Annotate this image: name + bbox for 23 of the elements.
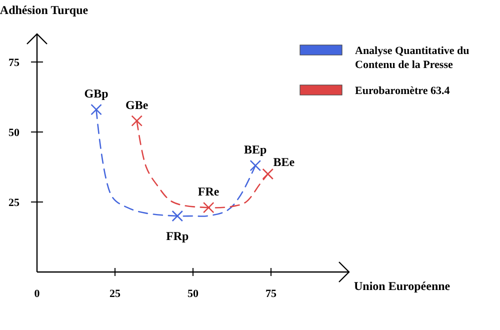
x-tick-label: 25 [110, 288, 121, 300]
x-axis-title: Union Européenne [354, 279, 451, 293]
annotation: FRp [166, 229, 190, 243]
point [131, 115, 142, 126]
annotation: GBp [84, 86, 109, 101]
point [172, 210, 184, 222]
annotation: BEp [244, 142, 268, 157]
x-tick-label: 50 [188, 288, 199, 300]
point [202, 202, 214, 214]
point [250, 160, 262, 172]
y-axis-title: Adhésion Turque [0, 3, 89, 17]
x-tick-label: 0 [34, 288, 40, 300]
point [262, 168, 274, 180]
point [90, 104, 102, 116]
annotation: BEe [273, 155, 296, 169]
y-tick-label: 50 [8, 127, 20, 139]
annotation: FRe [198, 184, 220, 199]
x-tick-label: 75 [266, 288, 277, 300]
annotation: GBe [126, 98, 149, 112]
legend-label: Eurobaromètre 63.4 [355, 85, 450, 97]
legend-label: Analyse Quantitative du Contenu de la Presse [355, 45, 470, 71]
y-tick-label: 75 [8, 57, 20, 69]
y-tick-label: 25 [8, 197, 20, 209]
